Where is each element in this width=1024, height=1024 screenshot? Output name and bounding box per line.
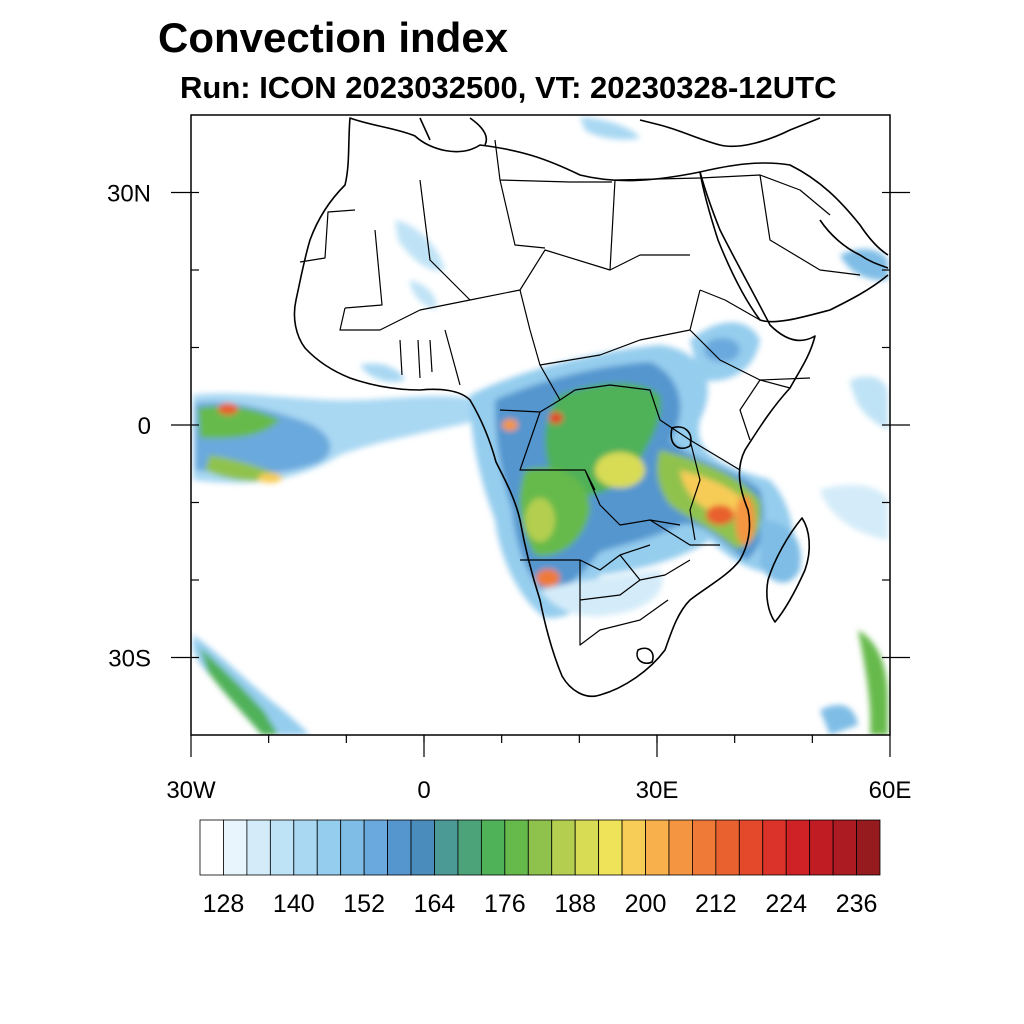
border-maghreb: [299, 139, 612, 309]
field-sahara-patch: [395, 220, 445, 271]
lon-tick-label: 60E: [869, 777, 912, 804]
colorbar-label: 140: [273, 890, 315, 918]
colorbar-swatch: [551, 819, 576, 876]
colorbar-swatch: [785, 819, 811, 876]
africa-coastline: [293, 117, 816, 697]
colorbar-swatch: [480, 819, 506, 876]
colorbar-swatch: [387, 819, 412, 876]
colorbar-swatch: [340, 819, 365, 876]
colorbar-swatch: [363, 819, 388, 876]
field-namibia-core: [536, 569, 560, 587]
border-southern: [520, 544, 691, 646]
colorbar-swatch: [692, 819, 717, 876]
colorbar-label: 176: [484, 890, 526, 918]
field-south-atlantic-core: [200, 648, 278, 735]
colorbar-label: 152: [343, 890, 385, 918]
colorbar-swatch: [645, 819, 670, 876]
colorbar-swatch: [410, 819, 435, 876]
colorbar-swatch: [832, 819, 857, 876]
colorbar-swatch: [527, 819, 553, 876]
field-ethiopia-mid: [704, 338, 740, 362]
colorbar-label: 236: [836, 890, 878, 918]
border-west-coast: [399, 329, 461, 386]
colorbar-swatch: [246, 819, 271, 876]
colorbar-swatch: [504, 819, 529, 876]
colorbar-swatch: [293, 819, 318, 876]
colorbar-swatch: [856, 819, 881, 876]
field-atlantic-core-2: [258, 473, 282, 483]
colorbar-label: 212: [695, 890, 737, 918]
field-congo-yellow: [595, 452, 645, 488]
madagascar: [766, 517, 811, 623]
field-indian-ocean-east: [850, 376, 888, 430]
colorbar-swatch: [223, 819, 248, 876]
field-angola-yellow: [525, 498, 555, 542]
field-east-africa-yellow: [680, 470, 748, 516]
mediterranean-north: [419, 117, 821, 148]
colorbar-label: 200: [625, 890, 667, 918]
lesotho: [636, 647, 654, 665]
colorbar-swatch: [598, 819, 623, 876]
caspian-gulf: [819, 219, 889, 269]
border-east: [649, 419, 741, 546]
lon-tick-label: 30W: [166, 777, 216, 804]
colorbar: [199, 819, 881, 876]
field-congo-core: [549, 412, 563, 424]
colorbar-swatch: [762, 819, 787, 876]
chart-subtitle: Run: ICON 2023032500, VT: 20230328-12UTC: [180, 70, 837, 105]
colorbar-label: 188: [554, 890, 596, 918]
colorbar-swatch: [199, 819, 224, 876]
colorbar-swatch: [621, 819, 646, 876]
border-sahel: [339, 177, 701, 331]
lat-tick-label: 30N: [107, 181, 151, 208]
field-indian-ocean-band: [820, 484, 888, 540]
field-atlantic-core: [218, 403, 238, 415]
colorbar-label: 224: [765, 890, 807, 918]
axis-ticks: [171, 191, 910, 757]
field-arabian-gulf: [840, 248, 888, 281]
border-central: [519, 289, 811, 401]
colorbar-swatch: [668, 819, 693, 876]
colorbar-swatch: [316, 819, 342, 876]
colorbar-swatch: [457, 819, 482, 876]
field-south-atlantic-band: [193, 635, 310, 735]
lake-victoria: [670, 426, 692, 450]
country-borders: [299, 139, 861, 646]
field-south-patch: [820, 705, 858, 735]
field-sw-indian-ocean: [858, 630, 888, 735]
lon-tick-label: 30E: [636, 777, 679, 804]
field-mediterranean: [580, 117, 640, 140]
lon-tick-label: 0: [417, 777, 430, 804]
border-arabia: [699, 174, 861, 276]
colorbar-swatch: [715, 819, 740, 876]
field-tanzania-core: [706, 505, 734, 525]
colorbar-swatch: [269, 819, 295, 876]
field-atlantic-band-green: [198, 405, 280, 439]
colorbar-label: 128: [203, 890, 245, 918]
chart-title: Convection index: [158, 14, 509, 61]
colorbar-labels: 128 140 152 164 176 188 200 212 224 236: [203, 890, 878, 918]
colorbar-swatch: [434, 819, 459, 876]
field-west-africa: [410, 280, 437, 310]
axis-labels: 30N 0 30S 30W 0 30E 60E: [107, 181, 911, 805]
border-horn: [699, 289, 791, 441]
field-gulf-guinea: [360, 363, 405, 382]
colorbar-swatch: [738, 819, 764, 876]
colorbar-swatch: [574, 819, 600, 876]
colorbar-swatch: [809, 819, 834, 876]
field-gabon-core: [502, 419, 518, 431]
colorbar-label: 164: [414, 890, 456, 918]
lat-tick-label: 0: [138, 413, 151, 440]
convection-field: [193, 117, 888, 735]
lat-tick-label: 30S: [108, 646, 151, 673]
field-southern-africa: [540, 570, 663, 617]
